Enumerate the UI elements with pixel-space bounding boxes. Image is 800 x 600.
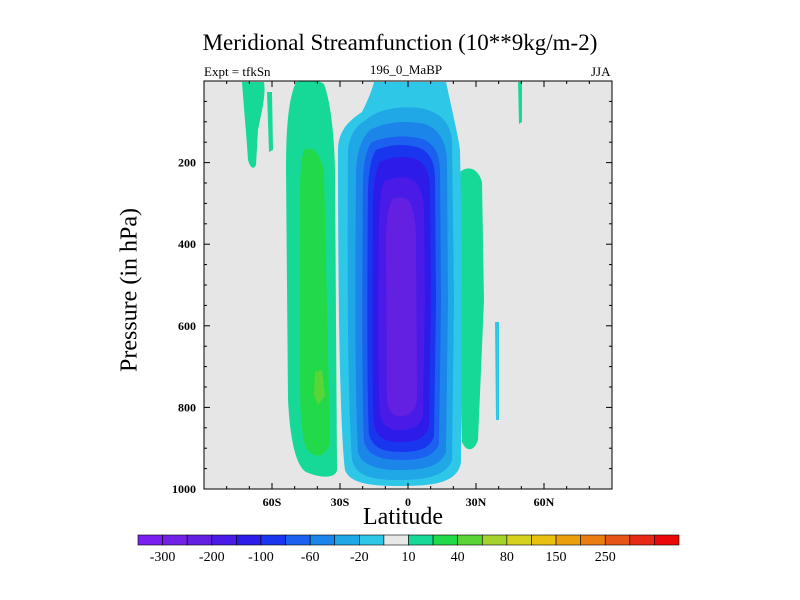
colorbar-swatch bbox=[457, 534, 483, 546]
colorbar-label: -300 bbox=[150, 550, 176, 565]
colorbar-label: 250 bbox=[595, 550, 616, 565]
y-tick-label: 200 bbox=[178, 156, 196, 170]
colorbar-label: 40 bbox=[451, 550, 465, 565]
colorbar-swatch bbox=[211, 534, 237, 546]
colorbar-swatch bbox=[162, 534, 188, 546]
colorbar-swatch bbox=[359, 534, 385, 546]
x-tick-label: 30N bbox=[466, 495, 487, 509]
colorbar-swatch bbox=[285, 534, 311, 546]
colorbar-swatch bbox=[506, 534, 532, 546]
y-tick-label: 800 bbox=[178, 400, 196, 414]
y-axis: 200 400 600 800 1000 bbox=[172, 80, 612, 496]
colorbar-label: -100 bbox=[248, 550, 274, 565]
ferrel-cell-core bbox=[314, 370, 325, 405]
colorbar-label: 80 bbox=[500, 550, 514, 565]
colorbar-label: 150 bbox=[546, 550, 567, 565]
northern-negative-strip-top bbox=[518, 82, 522, 124]
colorbar-label: 10 bbox=[402, 550, 416, 565]
chart-title: Meridional Streamfunction (10**9kg/m-2) bbox=[202, 30, 598, 55]
x-tick-label: 60S bbox=[263, 495, 282, 509]
run-label: 196_0_MaBP bbox=[369, 62, 443, 77]
contour-fields bbox=[242, 80, 522, 486]
polar-strip bbox=[242, 82, 265, 168]
x-axis-label: Latitude bbox=[363, 504, 443, 530]
x-tick-label: 0 bbox=[405, 495, 411, 509]
colorbar-swatch bbox=[604, 534, 631, 546]
y-tick-label: 400 bbox=[178, 237, 196, 251]
y-tick-label: 600 bbox=[178, 319, 196, 333]
x-tick-label: 30S bbox=[331, 495, 350, 509]
colorbar: -300 -200 -100 -60 -20 10 40 80 150 250 bbox=[137, 534, 680, 565]
colorbar-swatch bbox=[137, 534, 163, 546]
colorbar-swatch bbox=[186, 534, 213, 546]
colorbar-swatch bbox=[260, 534, 286, 546]
northern-negative-strip bbox=[495, 322, 499, 420]
colorbar-swatch bbox=[334, 534, 360, 546]
x-tick-label: 60N bbox=[534, 495, 555, 509]
colorbar-swatch bbox=[531, 534, 557, 546]
colorbar-swatch bbox=[432, 534, 458, 546]
colorbar-swatch bbox=[481, 534, 508, 546]
experiment-label: Expt = tfkSn bbox=[204, 64, 271, 79]
x-axis: 60S 30S 0 30N 60N bbox=[203, 81, 613, 509]
colorbar-swatch bbox=[555, 534, 581, 546]
colorbar-label: -20 bbox=[350, 550, 369, 565]
season-label: JJA bbox=[591, 64, 611, 79]
hadley-cell-core bbox=[386, 197, 417, 416]
colorbar-swatch bbox=[408, 534, 434, 546]
colorbar-swatch bbox=[383, 534, 409, 546]
polar-strip-small bbox=[267, 92, 273, 152]
colorbar-label: -200 bbox=[199, 550, 225, 565]
y-tick-label: 1000 bbox=[172, 482, 196, 496]
colorbar-label: -60 bbox=[301, 550, 320, 565]
colorbar-swatch bbox=[654, 534, 680, 546]
colorbar-swatch bbox=[236, 534, 262, 546]
colorbar-swatch bbox=[309, 534, 336, 546]
colorbar-swatch bbox=[580, 534, 606, 546]
colorbar-swatch bbox=[629, 534, 655, 546]
northern-positive-cell bbox=[457, 168, 484, 450]
